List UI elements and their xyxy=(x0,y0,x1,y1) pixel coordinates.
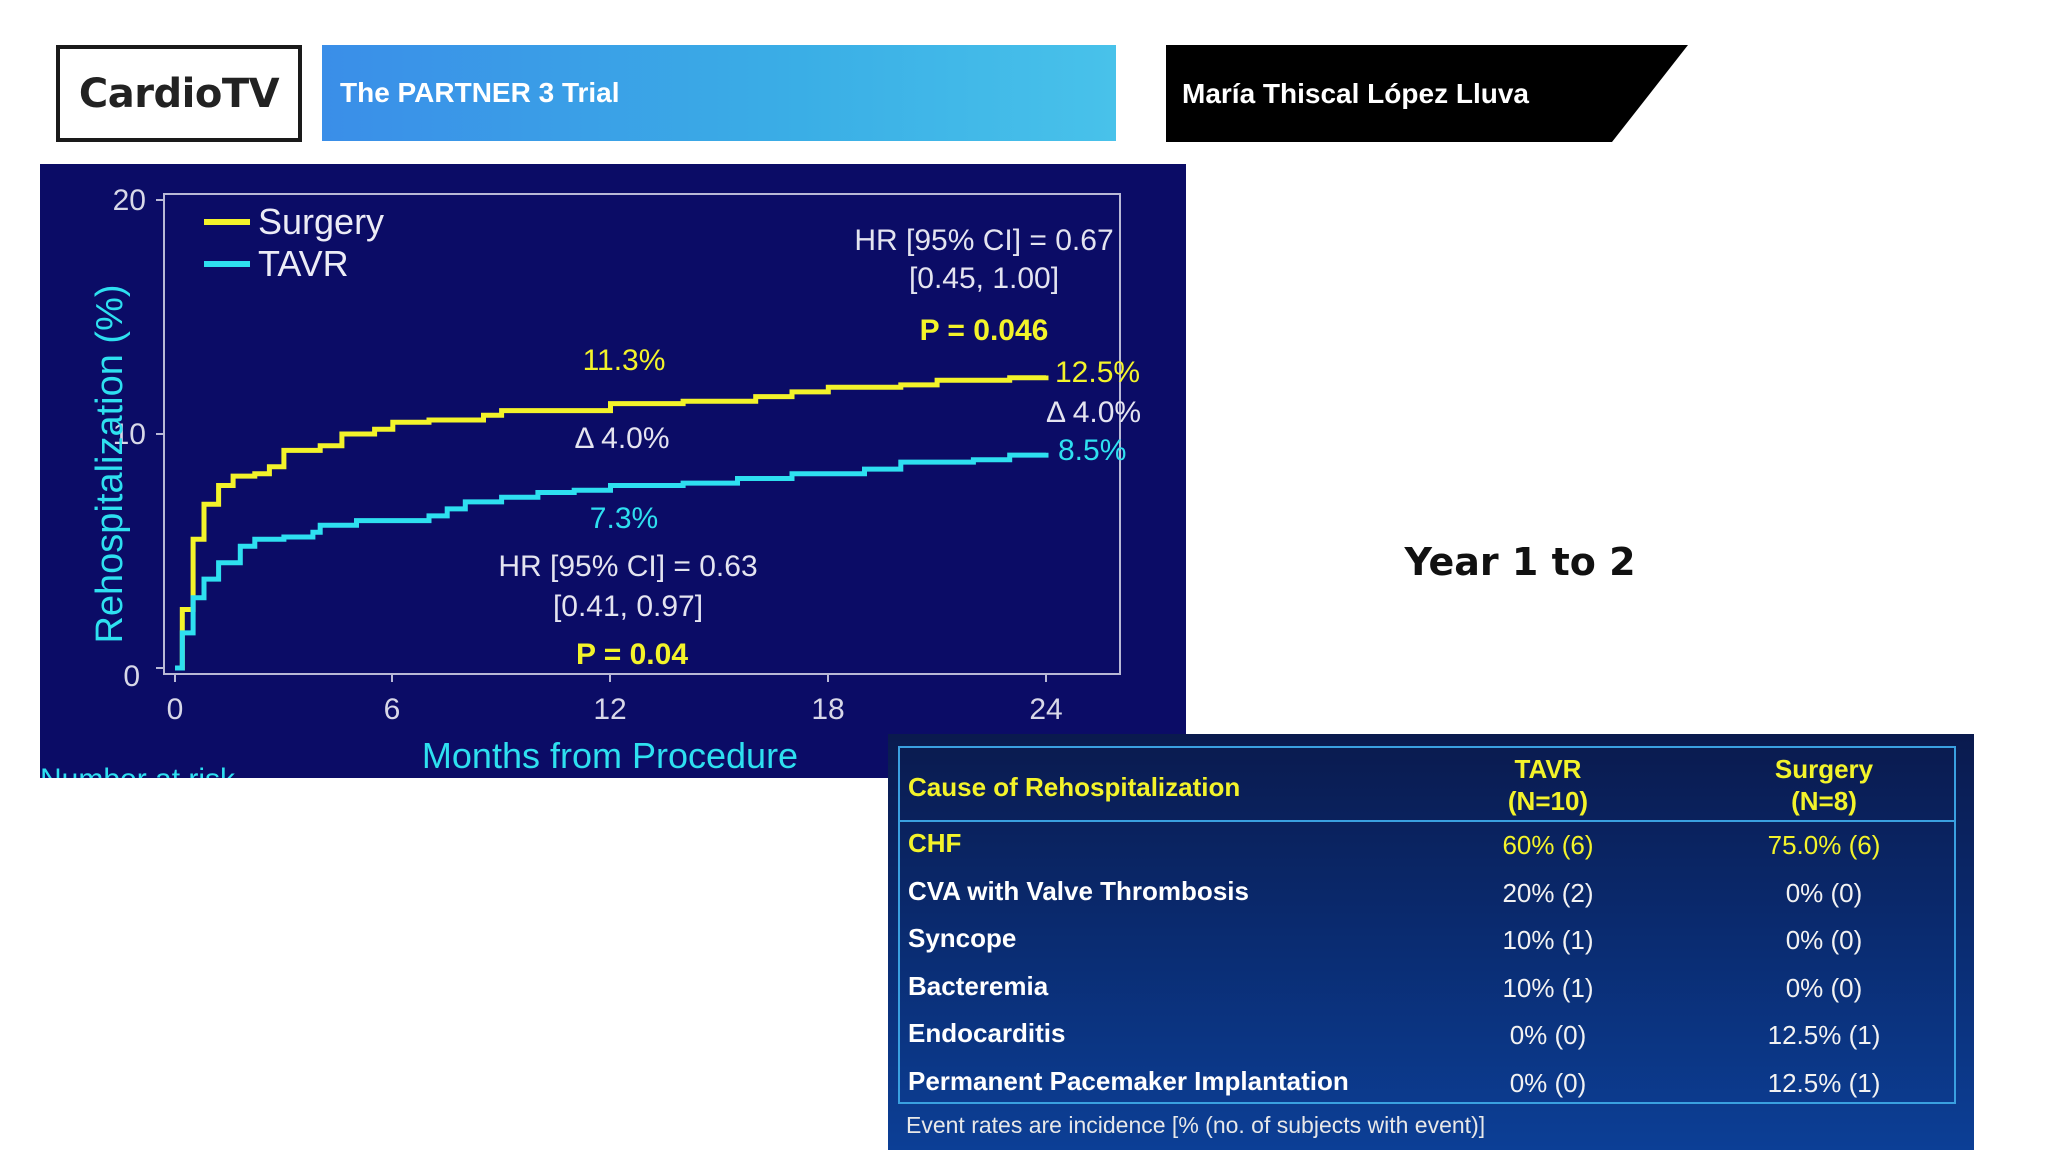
year-range-label: Year 1 to 2 xyxy=(1404,540,1636,584)
row-tavr-value: 0% (0) xyxy=(1509,1068,1587,1098)
row-cause: Permanent Pacemaker Implantation xyxy=(908,1066,1349,1096)
legend-label-tavr: TAVR xyxy=(258,243,349,284)
x-tick-label-18: 18 xyxy=(811,693,844,726)
column-header-tavr: TAVR xyxy=(1514,754,1582,784)
trial-title-bar: The PARTNER 3 Trial xyxy=(322,45,1116,141)
row-surgery-value: 75.0% (6) xyxy=(1767,830,1881,860)
y-axis-title: Rehospitalization (%) xyxy=(89,284,131,643)
row-cause: CVA with Valve Thrombosis xyxy=(908,876,1249,906)
row-surgery-value: 0% (0) xyxy=(1785,973,1863,1003)
row-cause: Endocarditis xyxy=(908,1018,1066,1048)
row-surgery-value: 12.5% (1) xyxy=(1767,1020,1881,1050)
series-line-tavr xyxy=(175,452,1049,671)
tavr-1yr-value: 7.3% xyxy=(590,502,658,535)
delta-2yr-annotation: Δ 4.0% xyxy=(1046,396,1141,429)
table-border xyxy=(898,746,1956,1104)
surgery-ci-annotation: [0.45, 1.00] xyxy=(909,262,1059,295)
series-line-surgery xyxy=(175,375,1049,671)
x-tick-label-24: 24 xyxy=(1029,693,1062,726)
surgery-1yr-value: 11.3% xyxy=(583,344,666,377)
row-cause: CHF xyxy=(908,828,962,858)
row-cause: Bacteremia xyxy=(908,971,1049,1001)
column-header-surgery-n: (N=8) xyxy=(1791,786,1857,816)
rehospitalization-causes-table: Cause of Rehospitalization TAVR (N=10) S… xyxy=(888,734,1974,1150)
rehospitalization-chart: 20 10 0 0 6 12 18 24 Months from Procedu… xyxy=(40,164,1186,778)
column-header-tavr-n: (N=10) xyxy=(1507,786,1589,816)
speaker-tag: María Thiscal López Lluva xyxy=(1166,45,1688,142)
row-surgery-value: 0% (0) xyxy=(1785,925,1863,955)
row-surgery-value: 12.5% (1) xyxy=(1767,1068,1881,1098)
column-header-surgery: Surgery xyxy=(1774,754,1874,784)
y-tick-label-0: 0 xyxy=(123,660,140,693)
speaker-tag-shape xyxy=(1166,45,1688,142)
chart-svg: 20 10 0 0 6 12 18 24 Months from Procedu… xyxy=(40,184,1141,778)
row-tavr-value: 60% (6) xyxy=(1502,830,1594,860)
cardiotv-logo: CardioTV xyxy=(56,45,302,142)
y-tick-label-10: 10 xyxy=(113,418,146,451)
row-tavr-value: 10% (1) xyxy=(1502,925,1594,955)
tavr-ci-annotation: [0.41, 0.97] xyxy=(553,590,703,623)
x-tick-label-0: 0 xyxy=(167,693,184,726)
legend-label-surgery: Surgery xyxy=(258,201,384,242)
surgery-hr-annotation: HR [95% CI] = 0.67 xyxy=(854,224,1113,257)
row-tavr-value: 0% (0) xyxy=(1509,1020,1587,1050)
number-at-risk-label: Number at risk xyxy=(40,763,236,778)
delta-1yr-annotation: Δ 4.0% xyxy=(574,422,669,455)
row-tavr-value: 10% (1) xyxy=(1502,973,1594,1003)
y-tick-label-20: 20 xyxy=(113,184,146,217)
tavr-hr-annotation: HR [95% CI] = 0.63 xyxy=(498,550,757,583)
x-tick-label-12: 12 xyxy=(593,693,626,726)
column-header-cause: Cause of Rehospitalization xyxy=(908,772,1241,802)
table-footnote: Event rates are incidence [% (no. of sub… xyxy=(906,1112,1486,1138)
table-header-rule xyxy=(898,820,1956,822)
speaker-name: María Thiscal López Lluva xyxy=(1182,78,1529,109)
x-tick-label-6: 6 xyxy=(384,693,401,726)
row-cause: Syncope xyxy=(908,923,1017,953)
tavr-2yr-value: 8.5% xyxy=(1058,434,1126,467)
trial-title: The PARTNER 3 Trial xyxy=(340,77,620,108)
row-tavr-value: 20% (2) xyxy=(1502,878,1594,908)
surgery-2yr-value: 12.5% xyxy=(1055,356,1140,389)
surgery-p-value: P = 0.046 xyxy=(920,314,1049,347)
logo-text: CardioTV xyxy=(78,70,280,117)
x-axis-title: Months from Procedure xyxy=(422,735,798,776)
tavr-p-value: P = 0.04 xyxy=(576,638,688,671)
row-surgery-value: 0% (0) xyxy=(1785,878,1863,908)
